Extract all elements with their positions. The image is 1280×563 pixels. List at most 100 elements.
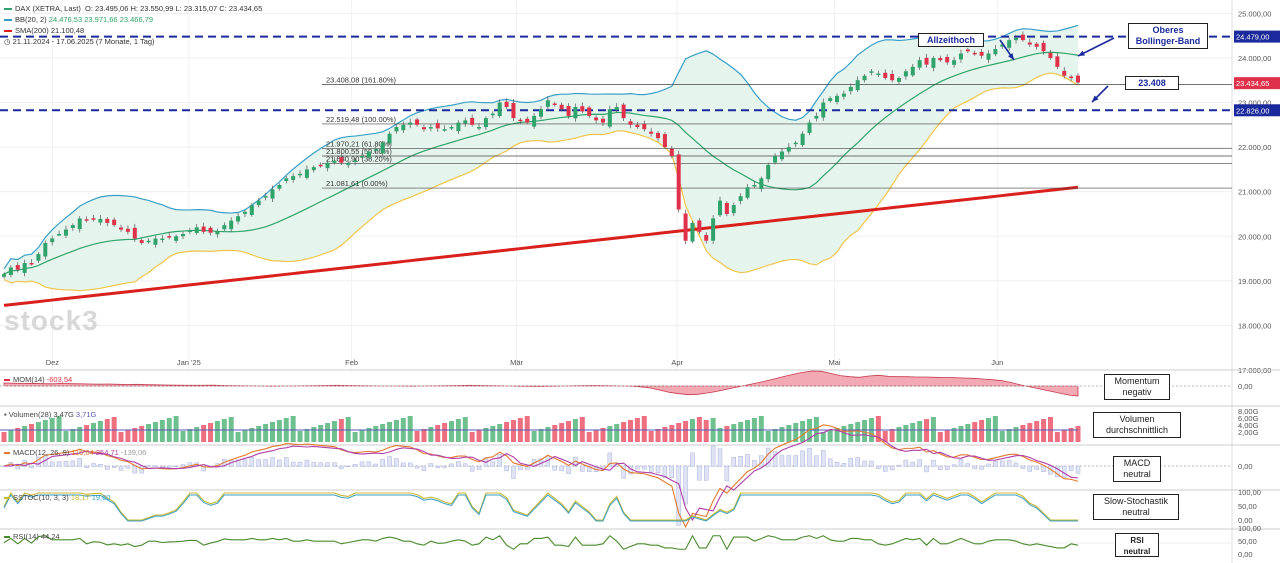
macd-histogram-bar [759, 455, 764, 467]
macd-histogram-bar [1006, 460, 1012, 467]
candle-body [731, 205, 736, 214]
candle-body [628, 121, 633, 125]
candle-body [1041, 42, 1046, 52]
candle-body [587, 107, 592, 116]
candle-body [841, 93, 846, 97]
volume-bar [862, 420, 868, 442]
candle-body [828, 98, 833, 101]
candle-body [855, 80, 860, 91]
macd-histogram-bar [511, 465, 516, 479]
macd-histogram-bar [139, 465, 144, 474]
macd-histogram-bar [1034, 465, 1039, 470]
macd-histogram-bar [284, 457, 289, 467]
arrow-head [1092, 95, 1099, 102]
candle-body [1055, 56, 1060, 67]
volume-bar [1061, 430, 1067, 442]
candle-body [181, 234, 185, 237]
macd-histogram-bar [697, 465, 702, 481]
macd-signal-line [4, 428, 1079, 522]
level-tag-label: 24.479,00 [1236, 33, 1269, 42]
candle-body [29, 263, 34, 265]
volume-bar [208, 423, 214, 442]
candle-body [57, 234, 62, 236]
macd-hist: -139,06 [120, 448, 147, 457]
macd-histogram-bar [752, 460, 757, 467]
volume-bar [841, 426, 847, 442]
candle-body [752, 185, 757, 187]
volume-bar [304, 429, 310, 442]
volume-bar [15, 428, 21, 442]
macd-histogram-bar [876, 465, 881, 469]
volume-bar [504, 422, 510, 442]
macd-value: 115,64 [71, 448, 94, 457]
volume-bar [593, 430, 599, 442]
volume-bar [380, 424, 386, 442]
volume-bar [738, 422, 744, 442]
candle-body [63, 229, 68, 236]
macd-histogram-bar [173, 465, 179, 467]
candle-body [470, 117, 475, 125]
bb-values: 24.476,53 23.971,66 23.466,79 [48, 15, 154, 24]
candle-body [711, 218, 716, 241]
volume-bar [600, 428, 606, 442]
macd-histogram-bar [277, 459, 282, 467]
macd-histogram-bar [648, 465, 654, 473]
volume-bar [249, 428, 255, 442]
volume-bar [152, 422, 158, 442]
macd-histogram-bar [132, 465, 138, 474]
candle-body [683, 213, 688, 241]
volume-bar [834, 428, 840, 442]
candle-body [965, 49, 970, 52]
volume-bar [903, 425, 909, 442]
volume-bar [366, 428, 372, 442]
macd-histogram-bar [621, 465, 626, 479]
macd-histogram-bar [779, 455, 785, 467]
volume-bar [483, 428, 489, 442]
candle-body [759, 178, 764, 190]
volume-bar [628, 420, 633, 442]
candle-body [656, 132, 661, 139]
macd-histogram-bar [724, 465, 730, 482]
candle-body [559, 104, 564, 110]
volume-bar [683, 421, 689, 442]
macd-histogram-bar [270, 457, 275, 467]
volume-bar [944, 430, 950, 442]
macd-histogram-bar [311, 462, 317, 467]
macd-histogram-bar [304, 459, 310, 467]
macd-histogram-bar [49, 461, 55, 467]
volume-bar [703, 420, 709, 442]
candle-body [986, 53, 991, 60]
candle-body [580, 106, 585, 112]
macd-histogram-bar [235, 459, 241, 467]
volume-bar [235, 432, 241, 442]
candle-body [862, 75, 867, 81]
volume-bar [972, 422, 978, 442]
candle-body [883, 72, 888, 79]
ath-annotation: Allzeithoch [918, 33, 984, 47]
candle-body [463, 120, 468, 124]
candle-body [697, 220, 702, 232]
candle-body [690, 222, 695, 242]
momentum-tick: 0,00 [1238, 382, 1253, 391]
candle-body [952, 60, 957, 65]
y-tick-label: 25.000,00 [1238, 9, 1271, 18]
candle-body [77, 218, 82, 230]
macd-histogram-bar [1013, 462, 1019, 467]
candle-body [1062, 70, 1067, 76]
macd-histogram-bar [814, 455, 819, 467]
volume-bar [421, 429, 427, 442]
macd-histogram-bar [607, 452, 613, 467]
volume-bar [896, 427, 902, 442]
candle-body [532, 115, 537, 127]
volume-bar [965, 424, 971, 442]
volume-bar [538, 429, 544, 442]
candle-body [380, 142, 385, 154]
candle-body [408, 122, 413, 125]
volume-bar [359, 430, 365, 442]
level-tag [1234, 104, 1280, 117]
volume-bar [772, 429, 778, 442]
volume-bar [717, 428, 723, 442]
candle-body [360, 156, 364, 158]
candle-body [869, 71, 874, 73]
volume-bar [214, 421, 220, 442]
